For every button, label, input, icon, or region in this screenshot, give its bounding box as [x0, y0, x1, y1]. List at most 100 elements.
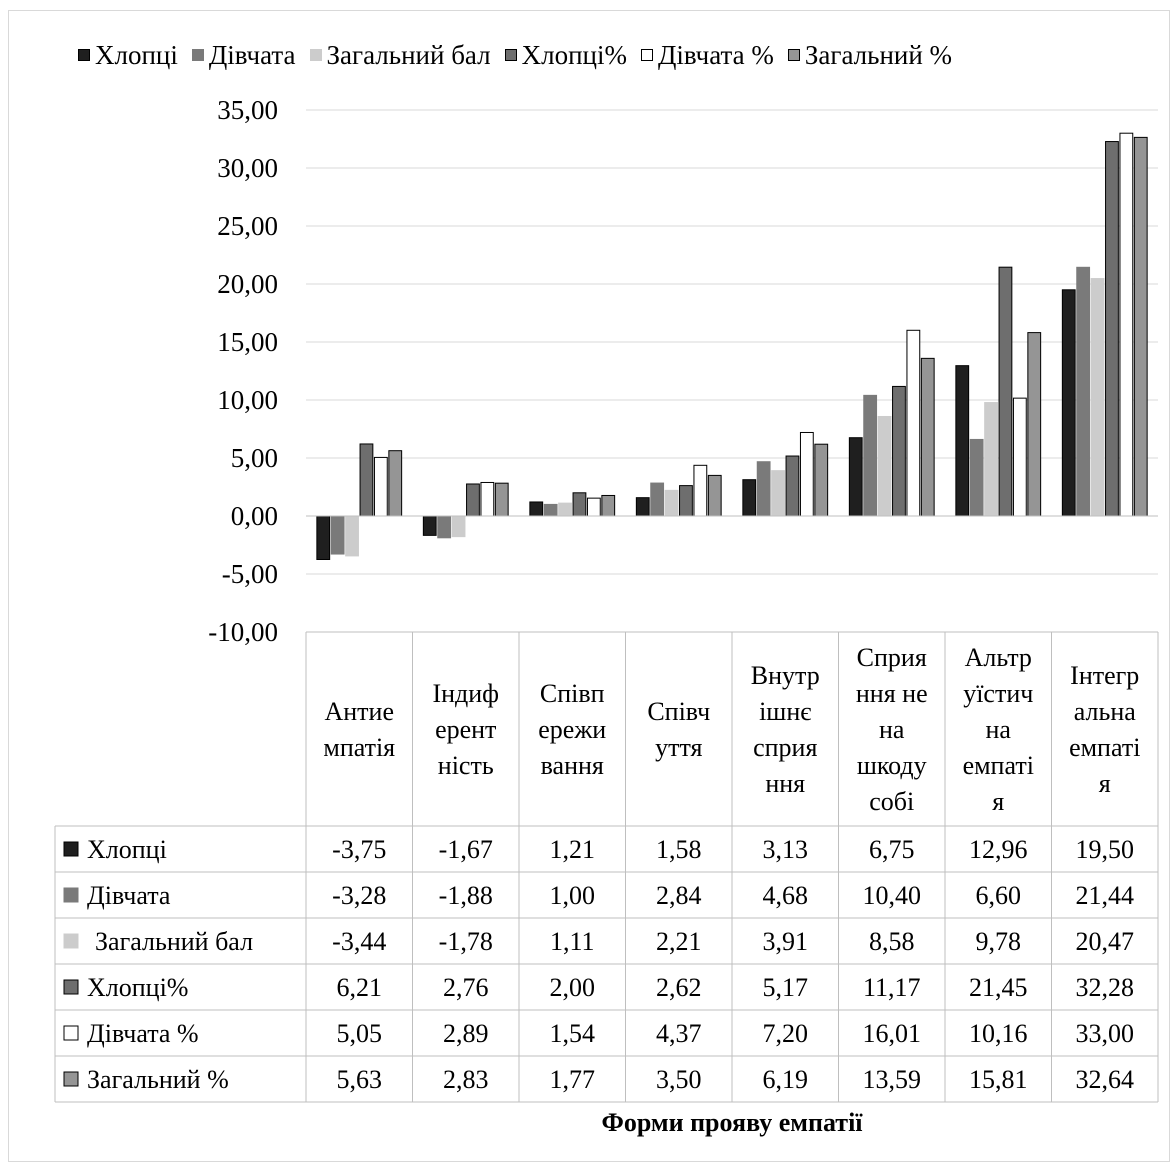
bar — [373, 456, 388, 517]
category-label: Інтегр альна емпаті я — [1069, 661, 1140, 798]
bar — [863, 394, 878, 517]
y-tick-label: -5,00 — [222, 559, 278, 589]
data-label: 32,28 — [1076, 973, 1135, 1002]
data-label: 3,91 — [763, 927, 809, 956]
bar — [877, 415, 892, 517]
legend-swatch — [309, 49, 322, 61]
bar — [316, 515, 331, 560]
bar — [572, 492, 587, 517]
data-label: 4,37 — [656, 1019, 702, 1048]
data-label: 2,21 — [656, 927, 702, 956]
table-legend-key — [63, 1025, 79, 1041]
data-label: 13,59 — [863, 1065, 922, 1094]
data-label: 10,40 — [863, 881, 922, 910]
bar — [451, 515, 466, 538]
legend-item: Загальний бал — [309, 40, 491, 71]
data-label: 6,21 — [337, 973, 383, 1002]
bar — [330, 515, 345, 555]
category-label: Індиф ерент ність — [432, 679, 499, 780]
data-label: 2,84 — [656, 881, 702, 910]
data-label: 16,01 — [863, 1019, 922, 1048]
y-tick-label: -10,00 — [208, 617, 278, 647]
chart-frame — [8, 10, 1170, 1162]
data-label: 1,11 — [550, 927, 595, 956]
bar — [422, 515, 437, 536]
bar — [664, 489, 679, 517]
data-label: 10,16 — [969, 1019, 1028, 1048]
bar — [1012, 397, 1027, 517]
bar — [635, 497, 650, 517]
table-legend-key — [63, 979, 79, 995]
category-label: Співч уття — [647, 697, 710, 762]
legend-label: Дівчата — [208, 39, 296, 70]
table-series-name: Загальний бал — [95, 927, 253, 956]
bar — [742, 479, 757, 517]
bar — [1076, 266, 1091, 517]
bar — [955, 365, 970, 517]
legend-item: Хлопці — [78, 40, 178, 71]
table-series-name: Загальний % — [87, 1065, 229, 1094]
bar — [799, 431, 814, 517]
bar — [1027, 332, 1042, 517]
bar — [601, 494, 616, 517]
y-tick-label: 15,00 — [217, 327, 278, 357]
data-label: 6,75 — [869, 835, 915, 864]
legend-label: Загальний % — [804, 39, 953, 70]
table-legend-key — [63, 841, 79, 857]
data-label: 2,00 — [550, 973, 596, 1002]
data-label: 1,54 — [550, 1019, 596, 1048]
bar — [984, 402, 998, 517]
category-label: Антие мпатія — [323, 697, 395, 762]
legend-swatch — [787, 49, 800, 61]
bar — [998, 266, 1013, 517]
data-label: -3,44 — [332, 927, 386, 956]
data-label: 32,64 — [1076, 1065, 1135, 1094]
data-label: -1,88 — [439, 881, 493, 910]
data-label: 7,20 — [763, 1019, 809, 1048]
data-label: -1,67 — [439, 835, 493, 864]
bar — [892, 385, 906, 517]
data-label: 1,77 — [550, 1065, 596, 1094]
bar — [693, 464, 708, 517]
data-label: 1,00 — [550, 881, 596, 910]
data-label: 1,58 — [656, 835, 702, 864]
bar — [679, 485, 693, 517]
bar — [480, 481, 495, 517]
legend-swatch — [504, 49, 517, 61]
legend-item: Дівчата — [191, 39, 296, 71]
bar — [650, 482, 665, 517]
y-tick-label: 20,00 — [217, 269, 278, 299]
bar — [466, 483, 480, 517]
bar — [1061, 289, 1076, 517]
data-label: 5,17 — [763, 973, 809, 1002]
legend-swatch — [641, 49, 653, 61]
bar — [494, 482, 509, 517]
y-tick-label: 30,00 — [217, 153, 278, 183]
legend-item: Хлопці% — [504, 40, 627, 71]
table-legend-key — [63, 1071, 79, 1087]
bar — [848, 437, 863, 517]
y-tick-label: 5,00 — [231, 443, 278, 473]
bar — [529, 501, 544, 517]
table-series-name: Хлопці% — [87, 973, 188, 1002]
table-series-name: Дівчата — [87, 881, 171, 910]
data-label: 8,58 — [869, 927, 915, 956]
data-label: 3,50 — [656, 1065, 702, 1094]
y-tick-label: 10,00 — [217, 385, 278, 415]
data-label: 19,50 — [1076, 835, 1135, 864]
data-label: -3,28 — [332, 881, 386, 910]
data-label: -1,78 — [439, 927, 493, 956]
legend: Хлопці Дівчата Загальний бал Хлопці% Дівчата… — [78, 38, 952, 72]
legend-swatch — [191, 49, 204, 61]
table-series-name: Хлопці — [87, 835, 167, 864]
data-label: 21,44 — [1076, 881, 1135, 910]
data-label: 6,60 — [976, 881, 1022, 910]
data-label: 5,63 — [337, 1065, 383, 1094]
data-label: 6,19 — [763, 1065, 809, 1094]
x-axis-label: Форми прояву емпатії — [601, 1108, 863, 1137]
category-label: Внутр ішнє сприя ння — [751, 661, 820, 798]
bar — [814, 443, 829, 517]
data-label: 2,62 — [656, 973, 702, 1002]
bar — [388, 450, 403, 517]
legend-label: Хлопці — [95, 39, 178, 70]
